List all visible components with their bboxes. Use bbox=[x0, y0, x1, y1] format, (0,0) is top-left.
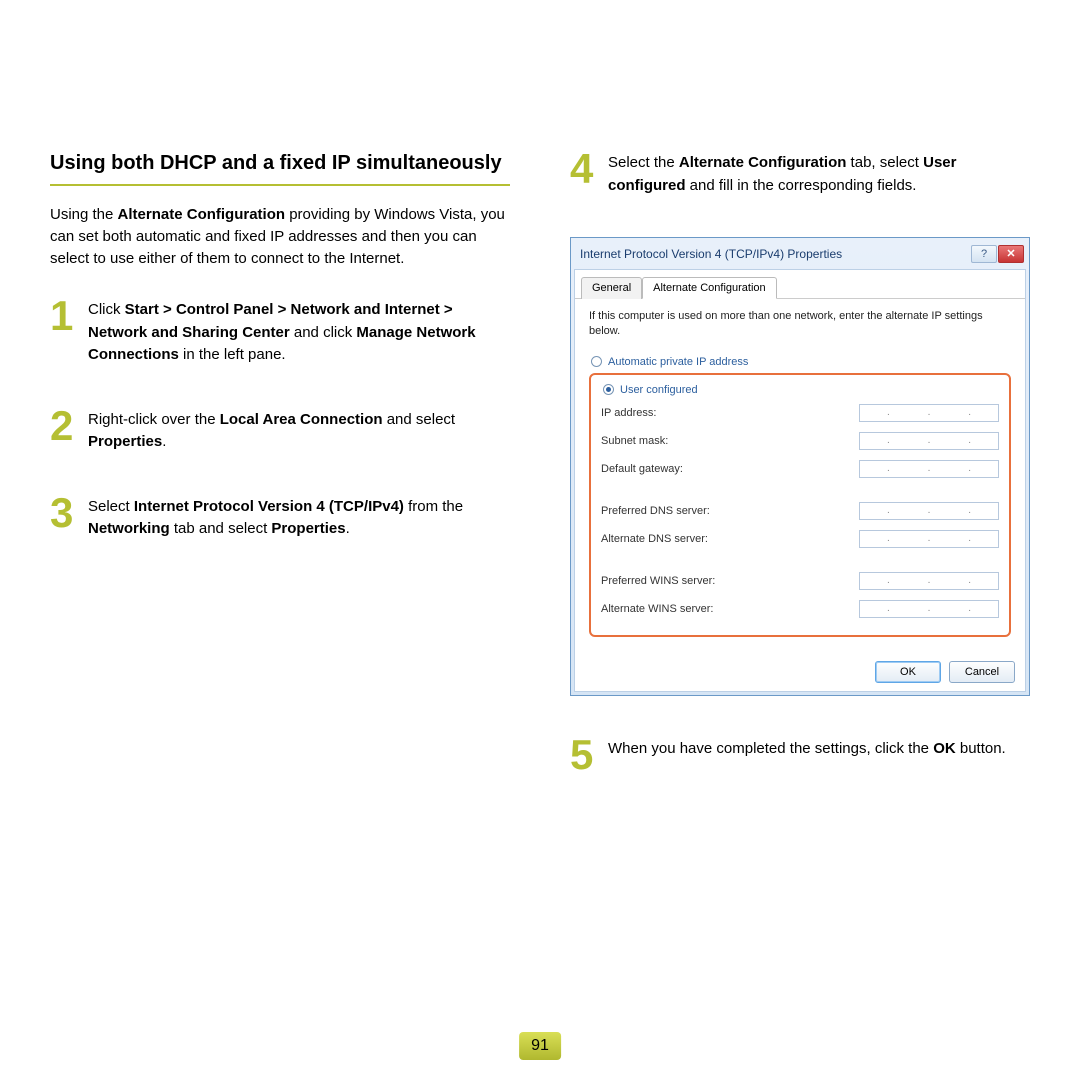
preferred-dns-input[interactable]: ... bbox=[859, 502, 999, 520]
help-button[interactable]: ? bbox=[971, 245, 997, 263]
user-configured-box: User configured IP address: ... Subnet m… bbox=[589, 373, 1011, 637]
dialog-body: General Alternate Configuration If this … bbox=[574, 269, 1026, 692]
tab-content: If this computer is used on more than on… bbox=[575, 299, 1025, 651]
radio-auto-row[interactable]: Automatic private IP address bbox=[589, 353, 1011, 371]
intro-paragraph: Using the Alternate Configuration provid… bbox=[50, 204, 510, 269]
step-number: 4 bbox=[570, 150, 600, 188]
step-number: 5 bbox=[570, 736, 600, 774]
subnet-mask-input[interactable]: ... bbox=[859, 432, 999, 450]
radio-icon bbox=[591, 356, 602, 367]
alternate-dns-input[interactable]: ... bbox=[859, 530, 999, 548]
dialog-titlebar: Internet Protocol Version 4 (TCP/IPv4) P… bbox=[574, 241, 1026, 269]
field-ip: IP address: ... bbox=[601, 399, 999, 427]
dialog-title: Internet Protocol Version 4 (TCP/IPv4) P… bbox=[580, 247, 971, 261]
tab-alternate-configuration[interactable]: Alternate Configuration bbox=[642, 277, 777, 299]
step-text: Select Internet Protocol Version 4 (TCP/… bbox=[88, 494, 510, 541]
step-text: When you have completed the settings, cl… bbox=[608, 736, 1006, 761]
page-number: 91 bbox=[519, 1032, 561, 1060]
field-label: IP address: bbox=[601, 407, 656, 419]
step-text: Select the Alternate Configuration tab, … bbox=[608, 150, 1030, 197]
step-3: 3 Select Internet Protocol Version 4 (TC… bbox=[50, 494, 510, 541]
step-2: 2 Right-click over the Local Area Connec… bbox=[50, 407, 510, 454]
ok-button[interactable]: OK bbox=[875, 661, 941, 683]
right-column: 4 Select the Alternate Configuration tab… bbox=[570, 150, 1030, 813]
dialog-window: Internet Protocol Version 4 (TCP/IPv4) P… bbox=[570, 237, 1030, 696]
close-button[interactable]: ✕ bbox=[998, 245, 1024, 263]
preferred-wins-input[interactable]: ... bbox=[859, 572, 999, 590]
field-adns: Alternate DNS server: ... bbox=[601, 525, 999, 553]
default-gateway-input[interactable]: ... bbox=[859, 460, 999, 478]
cancel-button[interactable]: Cancel bbox=[949, 661, 1015, 683]
dialog-footer: OK Cancel bbox=[575, 651, 1025, 691]
field-pdns: Preferred DNS server: ... bbox=[601, 497, 999, 525]
radio-user-row[interactable]: User configured bbox=[601, 381, 999, 399]
field-subnet: Subnet mask: ... bbox=[601, 427, 999, 455]
field-label: Subnet mask: bbox=[601, 435, 668, 447]
tab-strip: General Alternate Configuration bbox=[575, 270, 1025, 299]
left-column: Using both DHCP and a fixed IP simultane… bbox=[50, 150, 510, 813]
tab-general[interactable]: General bbox=[581, 277, 642, 299]
field-pwins: Preferred WINS server: ... bbox=[601, 567, 999, 595]
tab-description: If this computer is used on more than on… bbox=[589, 309, 1011, 339]
radio-user-label: User configured bbox=[620, 384, 698, 396]
field-label: Alternate DNS server: bbox=[601, 533, 708, 545]
field-label: Alternate WINS server: bbox=[601, 603, 713, 615]
alternate-wins-input[interactable]: ... bbox=[859, 600, 999, 618]
step-1: 1 Click Start > Control Panel > Network … bbox=[50, 297, 510, 367]
section-heading: Using both DHCP and a fixed IP simultane… bbox=[50, 150, 510, 186]
step-number: 3 bbox=[50, 494, 80, 532]
field-label: Default gateway: bbox=[601, 463, 683, 475]
field-label: Preferred DNS server: bbox=[601, 505, 710, 517]
step-4: 4 Select the Alternate Configuration tab… bbox=[570, 150, 1030, 197]
step-5: 5 When you have completed the settings, … bbox=[570, 736, 1030, 774]
field-label: Preferred WINS server: bbox=[601, 575, 715, 587]
ip-address-input[interactable]: ... bbox=[859, 404, 999, 422]
step-text: Click Start > Control Panel > Network an… bbox=[88, 297, 510, 367]
radio-auto-label: Automatic private IP address bbox=[608, 356, 748, 368]
field-gateway: Default gateway: ... bbox=[601, 455, 999, 483]
page-number-badge: 91 bbox=[519, 1032, 561, 1060]
step-number: 2 bbox=[50, 407, 80, 445]
step-number: 1 bbox=[50, 297, 80, 335]
step-text: Right-click over the Local Area Connecti… bbox=[88, 407, 510, 454]
radio-icon bbox=[603, 384, 614, 395]
field-awins: Alternate WINS server: ... bbox=[601, 595, 999, 623]
